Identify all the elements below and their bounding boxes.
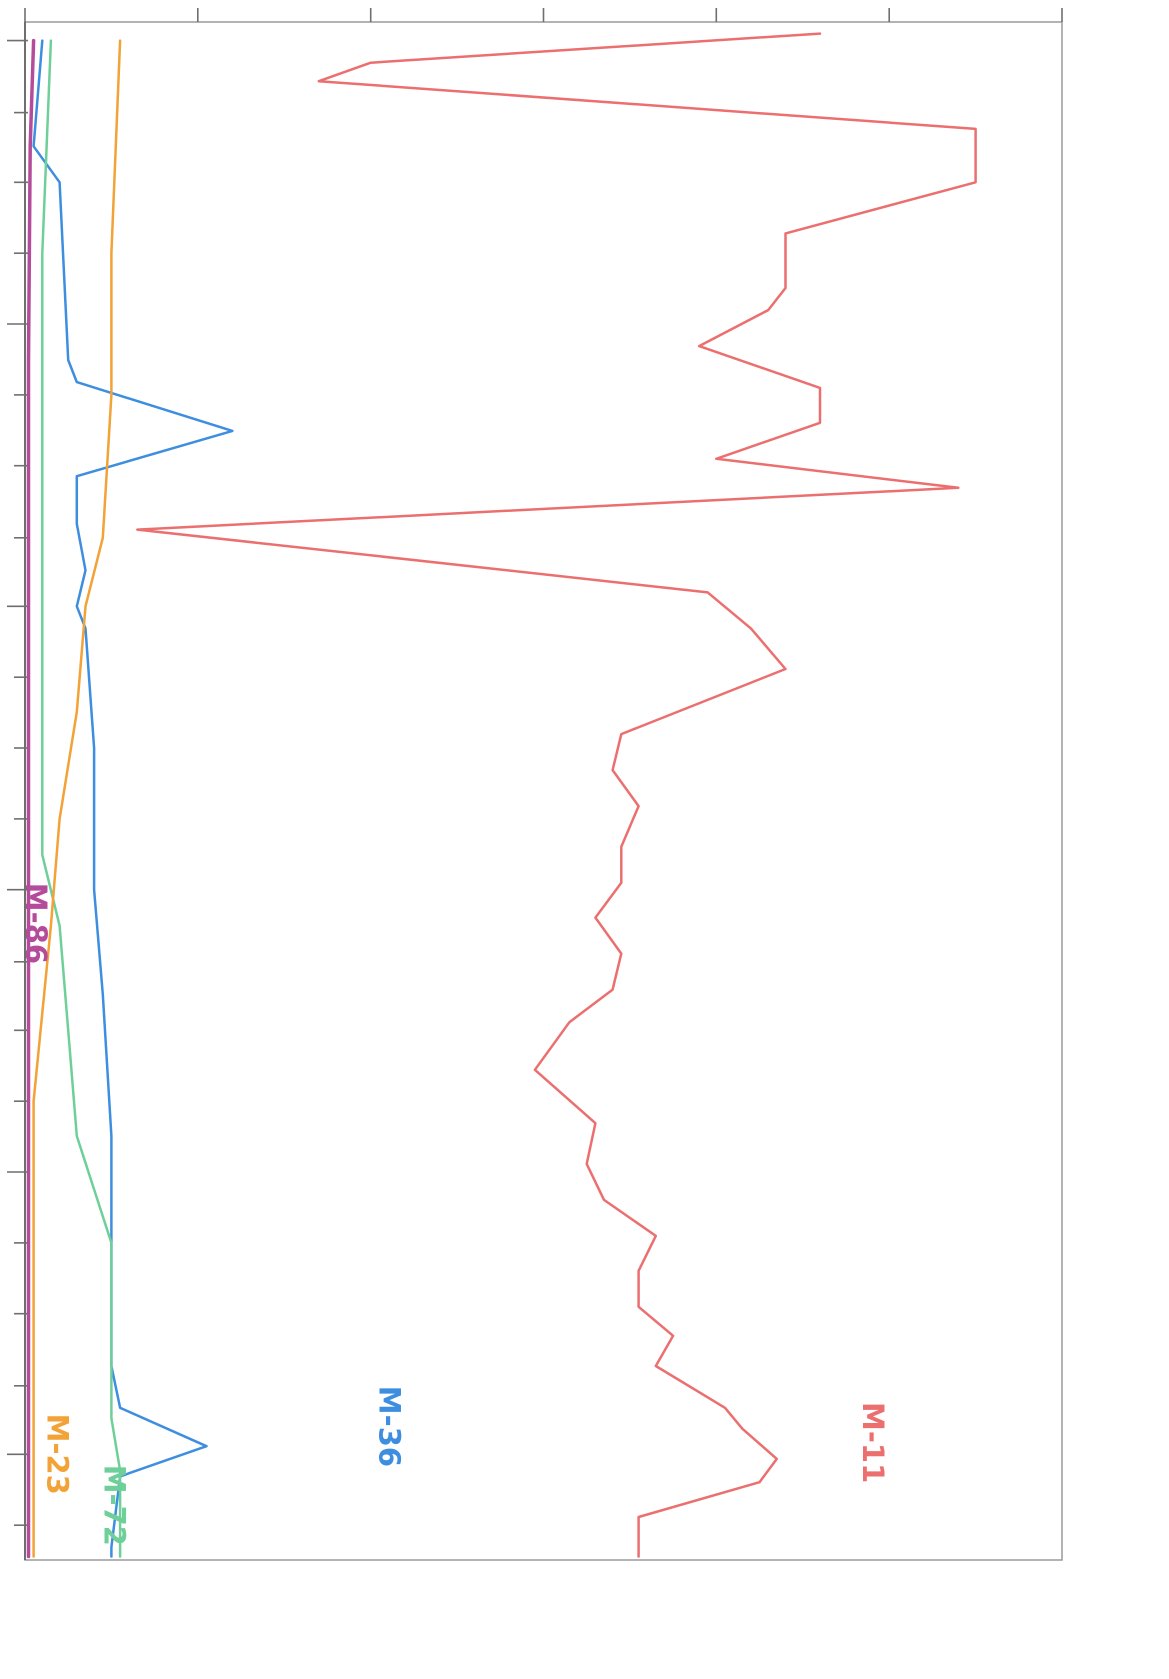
- x-tick-label: APR 1991: [0, 1394, 3, 1515]
- x-tick-label: AUG 1988: [0, 261, 3, 387]
- plot-frame: [24, 21, 1063, 1561]
- x-tick-label: DEC 1987: [0, 0, 3, 103]
- series-line-m-86: [26, 38, 36, 1559]
- series-label-m-36: M-36: [372, 1386, 406, 1467]
- series-line-m-36: [32, 39, 234, 1558]
- series-line-m-11: [136, 32, 977, 1558]
- series-label-m-23: M-23: [41, 1414, 75, 1495]
- series-label-layer: M-11M-36M-72M-23M-86: [19, 883, 890, 1546]
- x-tick-label: DEC 1989: [0, 828, 3, 952]
- x-axis: DEC 1987 AUG 1988 APR 1989 DEC 1989 AUG 1990…: [0, 0, 28, 1560]
- series-line-m-72: [41, 39, 122, 1558]
- x-tick-label: AUG 1990: [0, 1109, 3, 1235]
- series-layer: [26, 32, 977, 1559]
- y-axis: 0102030405060: [24, 8, 1063, 22]
- series-label-m-11: M-11: [856, 1402, 890, 1483]
- series-label-m-72: M-72: [98, 1465, 132, 1546]
- x-tick-label: APR 1989: [0, 546, 3, 667]
- series-line-m-23: [32, 39, 122, 1558]
